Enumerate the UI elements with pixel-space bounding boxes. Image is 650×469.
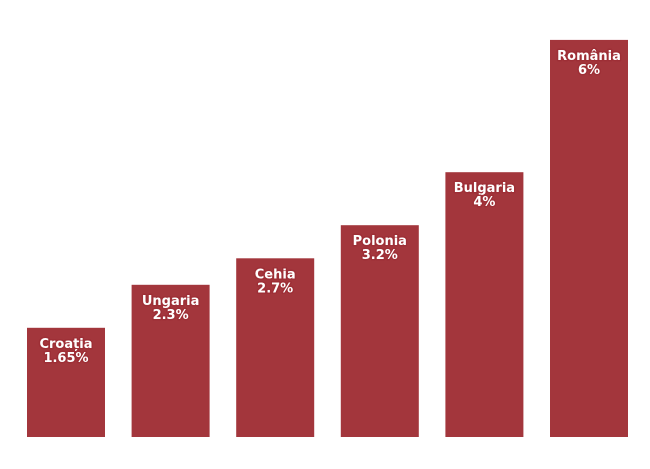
bar-category-label: Polonia: [353, 234, 407, 249]
bar-2: [236, 258, 315, 437]
bar-0: [27, 327, 105, 437]
bar-category-label: Croația: [39, 337, 92, 352]
bar-value-label: 2.7%: [257, 281, 293, 296]
bar-4: [445, 172, 524, 437]
bar-value-label: 2.3%: [153, 308, 189, 323]
bar-1: [131, 284, 210, 437]
bar-3: [340, 225, 419, 437]
bar-5: [550, 39, 628, 438]
bar-value-label: 3.2%: [362, 248, 398, 263]
bar-category-label: Ungaria: [142, 294, 200, 309]
bars-group: [27, 39, 628, 438]
bar-category-label: Bulgaria: [454, 181, 515, 196]
bar-value-label: 4%: [473, 195, 495, 210]
bar-category-label: Cehia: [255, 267, 296, 282]
bar-value-label: 1.65%: [43, 351, 88, 366]
bar-category-label: România: [557, 49, 621, 64]
bar-value-label: 6%: [578, 63, 600, 78]
